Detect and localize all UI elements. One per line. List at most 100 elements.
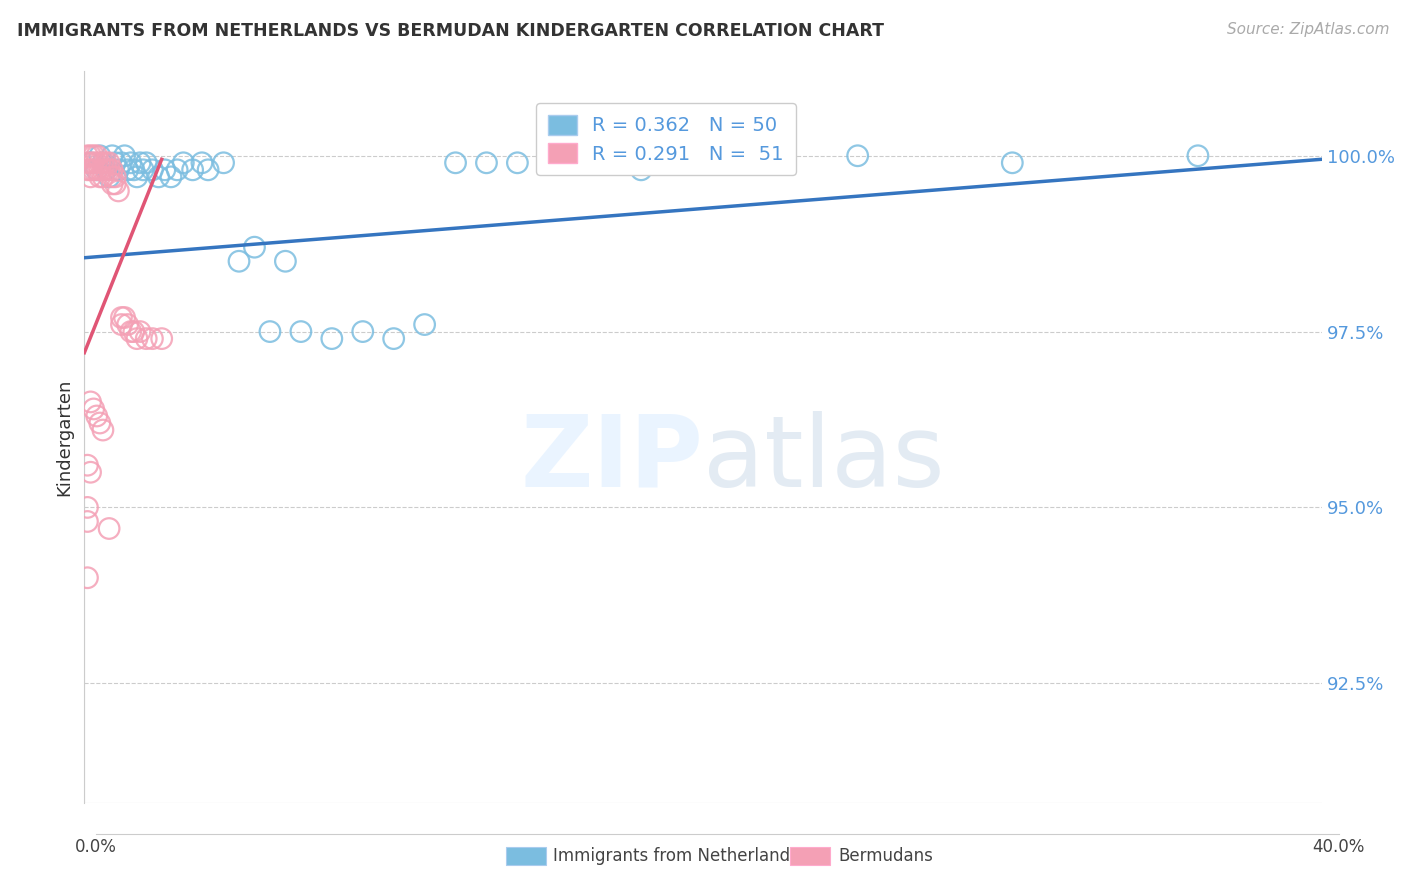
Point (76, 571, 98, 585)
Point (413, 318, 436, 332)
Point (76, 458, 98, 473)
Point (89, 169, 111, 184)
Point (79, 169, 101, 184)
Point (172, 155, 194, 169)
Point (86, 155, 108, 169)
Point (104, 177, 127, 191)
Text: 0.0%: 0.0% (75, 838, 117, 856)
Point (86, 409, 108, 423)
Point (166, 162, 188, 177)
Point (148, 169, 170, 184)
Point (91, 423, 114, 437)
Point (120, 155, 142, 169)
Point (846, 149, 869, 163)
Point (129, 325, 152, 339)
Point (79, 155, 101, 169)
Point (537, 149, 560, 163)
Point (191, 155, 214, 169)
Point (83, 149, 105, 163)
Point (243, 240, 266, 254)
Point (122, 162, 145, 177)
Point (104, 169, 127, 184)
Point (89, 155, 111, 169)
Point (160, 169, 183, 184)
Point (83, 401, 105, 416)
Point (110, 310, 132, 325)
Point (86, 149, 108, 163)
Point (107, 184, 129, 198)
Point (98, 155, 121, 169)
Point (107, 162, 129, 177)
Point (630, 162, 652, 177)
Point (101, 149, 124, 163)
Point (94, 162, 117, 177)
Point (117, 162, 139, 177)
Point (228, 254, 250, 268)
Point (91, 169, 114, 184)
Point (98, 522, 121, 536)
Legend: R = 0.362   N = 50, R = 0.291   N =  51: R = 0.362 N = 50, R = 0.291 N = 51 (536, 103, 796, 175)
Point (79, 162, 101, 177)
Point (568, 155, 591, 169)
Point (754, 155, 776, 169)
Point (150, 332, 173, 346)
Point (692, 155, 714, 169)
Point (91, 155, 114, 169)
Point (212, 155, 235, 169)
Point (132, 162, 155, 177)
Text: atlas: atlas (703, 410, 945, 508)
Text: Bermudans: Bermudans (838, 847, 932, 865)
Point (91, 162, 114, 177)
Point (135, 332, 157, 346)
Point (259, 325, 281, 339)
Point (141, 162, 163, 177)
Point (444, 155, 467, 169)
Point (1187, 149, 1209, 163)
Point (79, 465, 101, 479)
Text: Source: ZipAtlas.com: Source: ZipAtlas.com (1226, 22, 1389, 37)
Text: 40.0%: 40.0% (1312, 838, 1365, 856)
Point (79, 149, 101, 163)
Point (197, 162, 219, 177)
Point (83, 162, 105, 177)
Point (661, 155, 683, 169)
Point (1001, 155, 1024, 169)
Point (114, 149, 136, 163)
Point (91, 155, 114, 169)
Point (98, 162, 121, 177)
Text: ZIP: ZIP (520, 410, 703, 508)
Point (382, 332, 405, 346)
Point (110, 155, 132, 169)
Point (475, 155, 498, 169)
Point (89, 162, 111, 177)
Point (94, 155, 117, 169)
Point (94, 162, 117, 177)
Point (98, 169, 121, 184)
Point (110, 318, 132, 332)
Point (117, 318, 139, 332)
Point (101, 169, 124, 184)
Point (76, 500, 98, 515)
Point (122, 325, 145, 339)
Point (321, 332, 343, 346)
Point (135, 155, 157, 169)
Point (120, 325, 142, 339)
Point (506, 155, 529, 169)
Y-axis label: Kindergarten: Kindergarten (55, 378, 73, 496)
Point (104, 155, 127, 169)
Point (76, 155, 98, 169)
Point (129, 155, 152, 169)
Text: Immigrants from Netherlands: Immigrants from Netherlands (553, 847, 799, 865)
Point (125, 169, 148, 184)
Point (79, 155, 101, 169)
Point (274, 254, 297, 268)
Point (101, 177, 124, 191)
Point (89, 416, 111, 430)
Point (141, 332, 163, 346)
Point (83, 155, 105, 169)
Point (86, 162, 108, 177)
Point (114, 310, 136, 325)
Point (599, 155, 621, 169)
Point (86, 162, 108, 177)
Point (181, 162, 204, 177)
